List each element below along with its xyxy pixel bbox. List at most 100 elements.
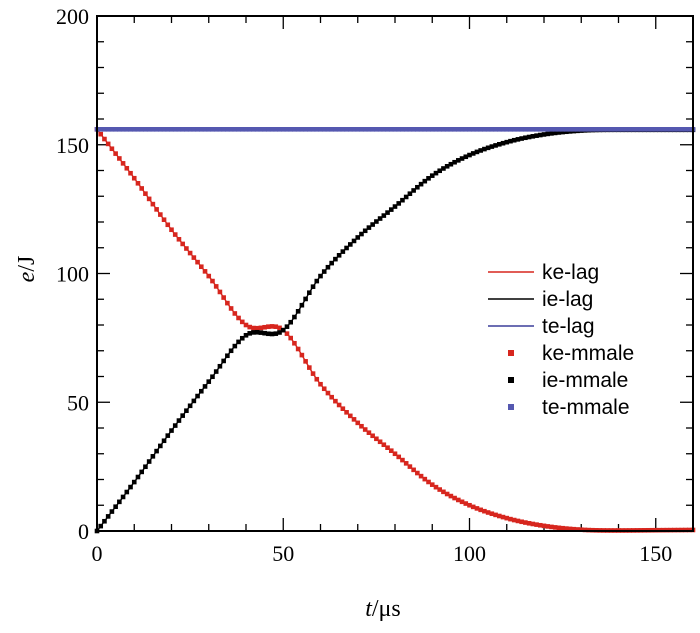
marker-ke-mmale <box>429 482 435 487</box>
marker-te-mmale <box>433 127 439 132</box>
marker-te-mmale <box>560 127 565 132</box>
marker-te-mmale <box>623 127 629 132</box>
marker-ie-mmale <box>366 225 372 230</box>
legend-label-te-lag: te-lag <box>542 315 595 338</box>
marker-ie-mmale <box>277 330 282 335</box>
marker-te-mmale <box>191 127 197 132</box>
marker-ke-mmale <box>221 295 226 300</box>
marker-te-mmale <box>199 127 204 132</box>
marker-ie-mmale <box>489 144 495 149</box>
series-layer <box>94 127 696 534</box>
marker-ke-mmale <box>504 515 510 521</box>
marker-ie-mmale <box>105 514 111 519</box>
marker-ke-mmale <box>392 451 398 457</box>
marker-ke-mmale <box>172 232 178 237</box>
marker-ke-mmale <box>333 398 338 404</box>
marker-ke-mmale <box>321 386 327 392</box>
marker-te-mmale <box>411 127 416 132</box>
marker-ie-mmale <box>318 273 323 279</box>
marker-ke-mmale <box>344 410 349 415</box>
marker-ie-mmale <box>396 201 402 206</box>
marker-ke-mmale <box>537 522 543 528</box>
marker-te-mmale <box>362 127 368 132</box>
marker-te-mmale <box>117 127 122 132</box>
marker-te-mmale <box>478 127 483 132</box>
marker-ie-mmale <box>541 132 547 137</box>
marker-te-mmale <box>292 127 297 132</box>
marker-te-mmale <box>549 127 554 132</box>
marker-te-mmale <box>348 127 353 132</box>
marker-ke-mmale <box>407 464 413 469</box>
marker-te-mmale <box>258 127 264 132</box>
marker-ie-mmale <box>329 260 334 266</box>
marker-ie-mmale <box>564 129 569 135</box>
marker-te-mmale <box>273 127 279 132</box>
marker-ie-mmale <box>437 168 442 174</box>
marker-ke-mmale <box>243 322 249 328</box>
marker-te-mmale <box>448 127 454 132</box>
marker-ie-mmale <box>169 428 174 433</box>
marker-te-mmale <box>564 127 569 132</box>
marker-te-mmale <box>426 127 431 132</box>
marker-ke-mmale <box>277 325 282 331</box>
legend-swatch-te-mmale <box>508 404 514 410</box>
series-markers-ke-mmale <box>94 127 696 533</box>
y-tick-label: 200 <box>56 4 89 29</box>
marker-ke-mmale <box>560 525 565 531</box>
marker-ke-mmale <box>258 325 264 331</box>
marker-ie-mmale <box>239 335 245 341</box>
marker-te-mmale <box>686 127 692 132</box>
marker-ie-mmale <box>158 443 163 449</box>
marker-ke-mmale <box>146 196 152 202</box>
marker-ie-mmale <box>172 423 178 428</box>
marker-ke-mmale <box>154 207 159 212</box>
marker-ie-mmale <box>452 159 457 165</box>
marker-ke-mmale <box>377 439 383 445</box>
marker-te-mmale <box>608 127 614 132</box>
marker-ie-mmale <box>478 148 483 153</box>
marker-te-mmale <box>452 127 457 132</box>
marker-ke-mmale <box>403 461 409 466</box>
marker-te-mmale <box>321 127 327 132</box>
marker-ke-mmale <box>109 146 115 152</box>
marker-ie-mmale <box>560 129 565 135</box>
marker-te-mmale <box>642 127 647 132</box>
marker-te-mmale <box>225 127 230 132</box>
marker-te-mmale <box>344 127 349 132</box>
marker-te-mmale <box>359 127 364 132</box>
marker-te-mmale <box>187 127 193 132</box>
marker-ke-mmale <box>578 527 584 533</box>
marker-ke-mmale <box>262 324 267 330</box>
marker-ie-mmale <box>344 245 349 251</box>
marker-ke-mmale <box>459 499 465 505</box>
marker-ie-mmale <box>374 219 379 224</box>
marker-ke-mmale <box>418 473 424 479</box>
marker-te-mmale <box>277 127 282 132</box>
marker-te-mmale <box>388 127 394 132</box>
marker-ie-mmale <box>98 523 104 529</box>
marker-ie-mmale <box>441 166 446 171</box>
marker-te-mmale <box>601 127 606 132</box>
legend-swatch-ke-mmale <box>508 350 514 356</box>
plot-frame <box>96 15 694 532</box>
marker-ie-mmale <box>251 330 256 335</box>
marker-te-mmale <box>266 127 271 132</box>
marker-ie-mmale <box>217 363 223 369</box>
marker-ke-mmale <box>299 352 305 358</box>
marker-ke-mmale <box>210 278 215 284</box>
marker-ke-mmale <box>552 525 558 530</box>
marker-te-mmale <box>236 127 241 132</box>
marker-ie-mmale <box>295 309 301 314</box>
marker-ie-mmale <box>195 393 200 399</box>
series-markers-te-mmale <box>94 127 696 132</box>
marker-ke-mmale <box>370 433 375 439</box>
marker-te-mmale <box>400 127 405 132</box>
marker-ke-mmale <box>571 526 577 532</box>
marker-te-mmale <box>381 127 387 132</box>
marker-ie-mmale <box>388 207 394 212</box>
marker-ke-mmale <box>288 335 293 341</box>
x-axis-label: t/μs <box>365 596 401 622</box>
marker-ke-mmale <box>359 423 364 429</box>
marker-ke-mmale <box>426 479 431 485</box>
marker-te-mmale <box>407 127 413 132</box>
